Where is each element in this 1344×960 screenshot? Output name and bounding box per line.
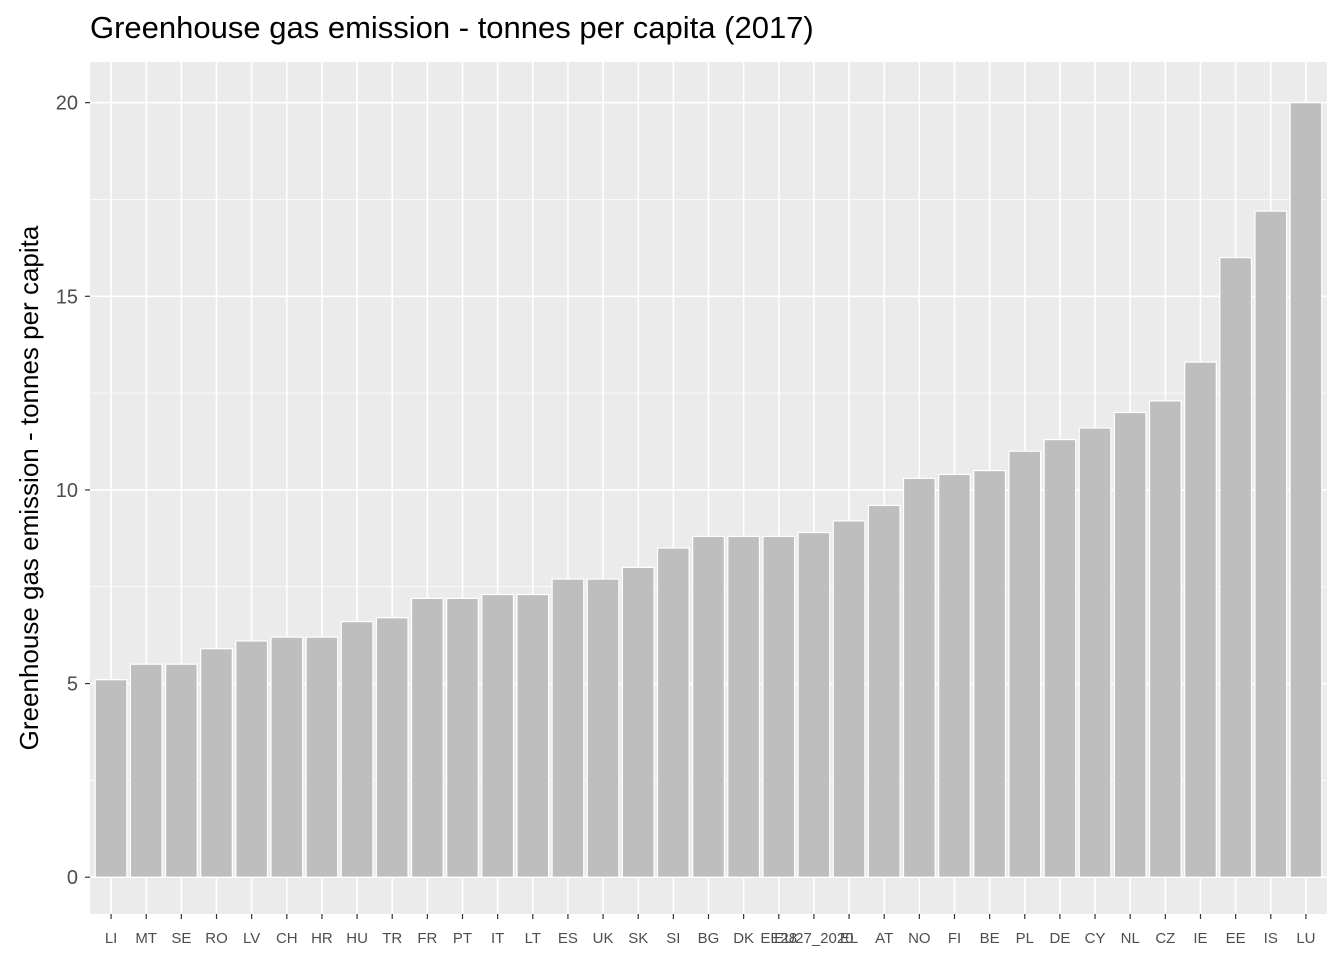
bar-ch [270,636,304,878]
x-tick-label: CZ [1155,930,1175,947]
bar-ee28 [762,535,796,878]
bar-no [902,477,936,878]
bar-ro [200,648,233,878]
x-tick-label: SK [628,930,648,947]
bar-cz [1148,400,1182,878]
y-axis-title: Greenhouse gas emission - tonnes per cap… [14,225,44,750]
x-tick-label: PL [1016,930,1034,947]
x-tick-label: CY [1085,930,1106,947]
x-tick-label: FI [948,930,961,947]
bar-se [164,663,198,878]
bar-dk [727,535,761,878]
bar-it [481,593,515,878]
bar-fr [410,597,444,878]
x-tick-label: EU27_2020 [774,930,853,947]
bar-el [832,520,866,878]
x-tick-label: EE28 [760,930,797,947]
x-tick-label: IS [1264,930,1278,947]
bar-fi [938,473,971,878]
bar-pl [1008,450,1042,878]
y-tick-label: 5 [67,674,78,696]
x-tick-label: LT [525,930,541,947]
bar-cy [1078,427,1112,878]
x-tick-label: PT [453,930,472,947]
bar-lu [1289,102,1323,878]
y-tick-label: 20 [56,93,78,115]
bar-pt [446,597,479,878]
x-tick-label: AT [875,930,893,947]
bar-ie [1184,361,1217,878]
x-tick-label: NL [1121,930,1140,947]
bar-tr [375,617,409,878]
x-tick-label: LV [243,930,260,947]
x-tick-label: IE [1193,930,1207,947]
x-tick-label: FR [417,930,437,947]
bar-si [656,547,690,878]
x-tick-label: DK [733,930,754,947]
x-tick-label: ES [558,930,578,947]
bar-li [94,679,128,878]
bar-be [973,469,1007,878]
x-tick-label: DE [1049,930,1070,947]
x-tick-label: MT [135,930,157,947]
bars [94,102,1323,878]
bar-sk [621,566,655,878]
bar-hu [340,621,374,878]
x-tick-label: BE [980,930,1000,947]
x-tick-label: BG [698,930,720,947]
bar-mt [129,663,163,878]
x-tick-label: RO [205,930,228,947]
bar-at [867,504,901,878]
x-tick-label: UK [593,930,614,947]
bar-eu27_2020 [797,531,831,878]
bar-de [1043,438,1077,878]
x-tick-label: HR [311,930,333,947]
x-tick-label: LI [105,930,118,947]
bar-uk [586,578,620,878]
x-tick-label: IT [491,930,504,947]
y-axis: 0 5 10 15 20 [56,93,90,889]
x-tick-label: HU [346,930,368,947]
x-tick-label: EL [840,930,858,947]
bar-es [551,578,585,878]
bar-is [1254,210,1288,878]
x-axis: LI MT SE RO LV CH HR HU TR FR PT IT LT ES UK SK SI BG DK EE… [105,914,1316,947]
bar-hr [305,636,339,878]
bar-lt [516,593,550,878]
chart-title: Greenhouse gas emission - tonnes per cap… [90,10,814,45]
y-tick-label: 15 [56,286,78,308]
y-tick-label: 10 [56,480,78,502]
x-tick-label: NO [908,930,931,947]
x-tick-label: SE [171,930,191,947]
x-tick-label: LU [1296,930,1315,947]
x-tick-label: EE [1226,930,1246,947]
bar-lv [235,640,269,878]
bar-nl [1113,411,1147,878]
x-tick-label: CH [276,930,298,947]
x-tick-label: SI [666,930,680,947]
bar-bg [692,535,725,878]
bar-ee [1219,256,1253,878]
x-tick-label: TR [382,930,402,947]
y-tick-label: 0 [67,867,78,889]
